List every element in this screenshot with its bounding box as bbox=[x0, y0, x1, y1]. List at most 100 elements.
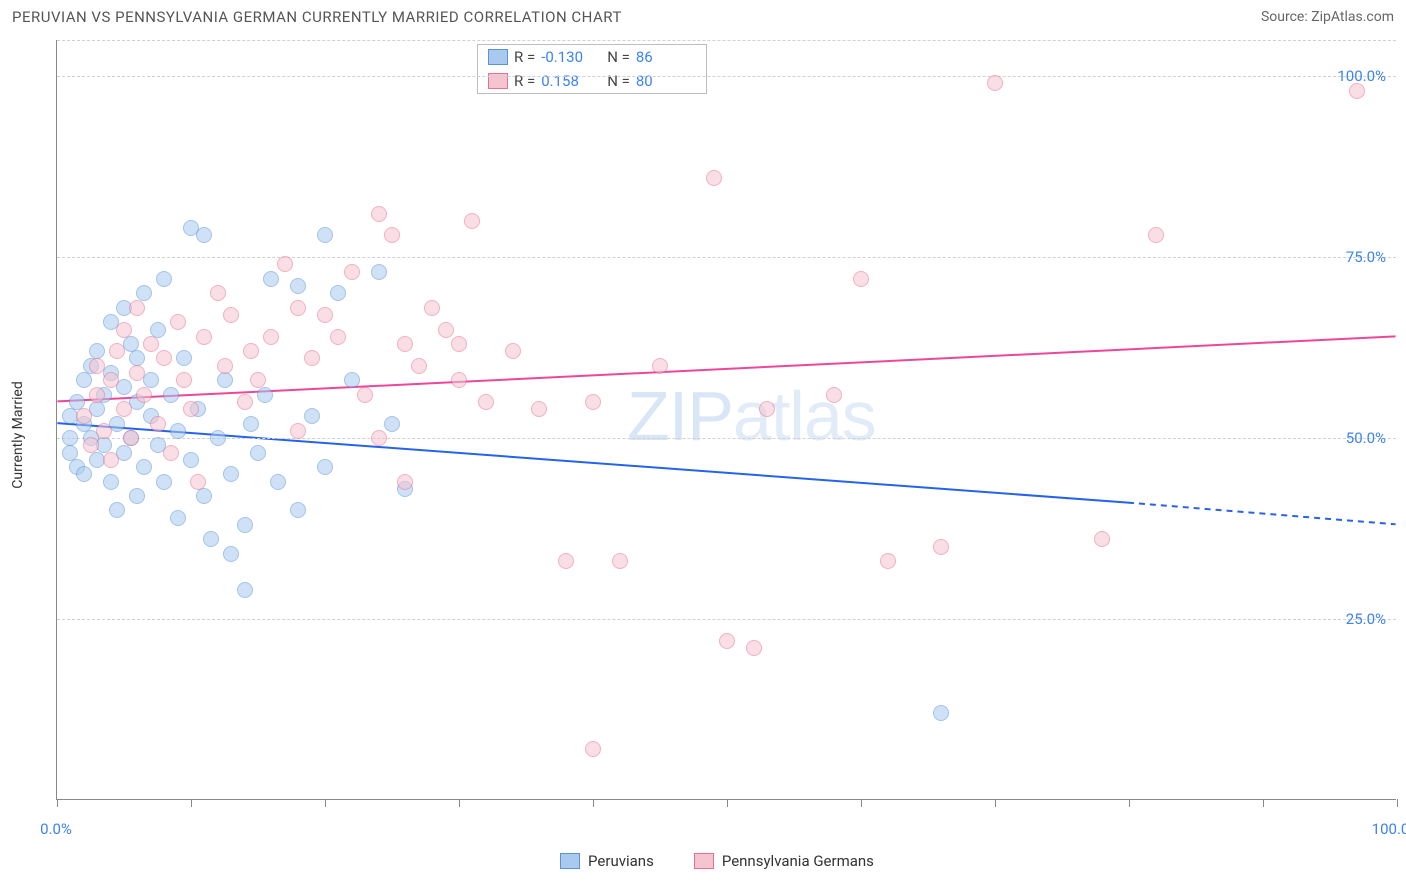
legend-swatch bbox=[560, 853, 580, 869]
data-point bbox=[243, 343, 259, 359]
stat-n-label: N = bbox=[607, 72, 630, 90]
data-point bbox=[357, 387, 373, 403]
data-point bbox=[196, 227, 212, 243]
data-point bbox=[76, 408, 92, 424]
data-point bbox=[116, 401, 132, 417]
data-point bbox=[290, 300, 306, 316]
data-point bbox=[183, 401, 199, 417]
data-point bbox=[76, 466, 92, 482]
chart-container: Currently Married ZIPatlas R =-0.130N =8… bbox=[38, 40, 1396, 830]
data-point bbox=[451, 336, 467, 352]
data-point bbox=[558, 553, 574, 569]
stats-row: R =-0.130N =86 bbox=[478, 45, 706, 69]
data-point bbox=[531, 401, 547, 417]
data-point bbox=[424, 300, 440, 316]
legend-item: Pennsylvania Germans bbox=[694, 852, 874, 870]
data-point bbox=[170, 314, 186, 330]
data-point bbox=[217, 372, 233, 388]
data-point bbox=[585, 741, 601, 757]
gridline bbox=[57, 40, 1396, 41]
data-point bbox=[371, 264, 387, 280]
stats-row: R = 0.158N =80 bbox=[478, 69, 706, 93]
data-point bbox=[170, 510, 186, 526]
data-point bbox=[612, 553, 628, 569]
y-tick-label: 75.0% bbox=[1346, 248, 1386, 266]
gridline bbox=[57, 619, 1396, 620]
data-point bbox=[464, 213, 480, 229]
data-point bbox=[880, 553, 896, 569]
data-point bbox=[371, 430, 387, 446]
data-point bbox=[103, 474, 119, 490]
data-point bbox=[150, 416, 166, 432]
trend-line-dashed bbox=[1128, 503, 1396, 525]
x-tick-label: 100.0% bbox=[1372, 820, 1406, 838]
data-point bbox=[478, 394, 494, 410]
data-point bbox=[277, 256, 293, 272]
data-point bbox=[190, 474, 206, 490]
legend-label: Peruvians bbox=[588, 852, 654, 870]
data-point bbox=[103, 372, 119, 388]
watermark-main: ZIP bbox=[627, 377, 733, 455]
stat-n-label: N = bbox=[607, 48, 630, 66]
source-label: Source: ZipAtlas.com bbox=[1261, 9, 1394, 25]
data-point bbox=[1094, 531, 1110, 547]
data-point bbox=[746, 640, 762, 656]
y-tick-label: 100.0% bbox=[1337, 67, 1386, 85]
stat-r-value: -0.130 bbox=[541, 48, 601, 66]
data-point bbox=[371, 206, 387, 222]
data-point bbox=[243, 416, 259, 432]
data-point bbox=[250, 445, 266, 461]
data-point bbox=[129, 365, 145, 381]
y-axis-title: Currently Married bbox=[10, 381, 26, 488]
data-point bbox=[237, 394, 253, 410]
gridline bbox=[57, 257, 1396, 258]
data-point bbox=[384, 227, 400, 243]
stat-r-label: R = bbox=[514, 72, 535, 90]
plot-area: ZIPatlas R =-0.130N =86R = 0.158N =80 25… bbox=[56, 40, 1396, 800]
chart-title: PERUVIAN VS PENNSYLVANIA GERMAN CURRENTL… bbox=[12, 8, 622, 26]
data-point bbox=[76, 372, 92, 388]
data-point bbox=[109, 343, 125, 359]
x-tick bbox=[1397, 799, 1398, 807]
data-point bbox=[270, 474, 286, 490]
data-point bbox=[290, 278, 306, 294]
legend-item: Peruvians bbox=[560, 852, 654, 870]
y-tick-label: 25.0% bbox=[1346, 610, 1386, 628]
data-point bbox=[163, 445, 179, 461]
stat-n-value: 86 bbox=[636, 48, 696, 66]
data-point bbox=[210, 285, 226, 301]
data-point bbox=[257, 387, 273, 403]
bottom-legend: Peruvians Pennsylvania Germans bbox=[38, 852, 1396, 870]
data-point bbox=[330, 329, 346, 345]
x-tick-label: 0.0% bbox=[40, 820, 72, 838]
data-point bbox=[237, 517, 253, 533]
x-tick bbox=[325, 799, 326, 807]
data-point bbox=[123, 430, 139, 446]
data-point bbox=[136, 387, 152, 403]
data-point bbox=[203, 531, 219, 547]
data-point bbox=[96, 423, 112, 439]
x-tick bbox=[459, 799, 460, 807]
data-point bbox=[156, 350, 172, 366]
stat-n-value: 80 bbox=[636, 72, 696, 90]
data-point bbox=[1148, 227, 1164, 243]
data-point bbox=[196, 488, 212, 504]
data-point bbox=[706, 170, 722, 186]
data-point bbox=[223, 546, 239, 562]
stats-box: R =-0.130N =86R = 0.158N =80 bbox=[477, 44, 707, 94]
data-point bbox=[170, 423, 186, 439]
data-point bbox=[217, 358, 233, 374]
x-tick bbox=[861, 799, 862, 807]
data-point bbox=[344, 372, 360, 388]
x-tick bbox=[191, 799, 192, 807]
data-point bbox=[176, 350, 192, 366]
data-point bbox=[163, 387, 179, 403]
x-tick bbox=[1263, 799, 1264, 807]
data-point bbox=[317, 307, 333, 323]
data-point bbox=[176, 372, 192, 388]
legend-swatch bbox=[488, 49, 508, 65]
data-point bbox=[384, 416, 400, 432]
data-point bbox=[129, 300, 145, 316]
data-point bbox=[290, 423, 306, 439]
data-point bbox=[759, 401, 775, 417]
